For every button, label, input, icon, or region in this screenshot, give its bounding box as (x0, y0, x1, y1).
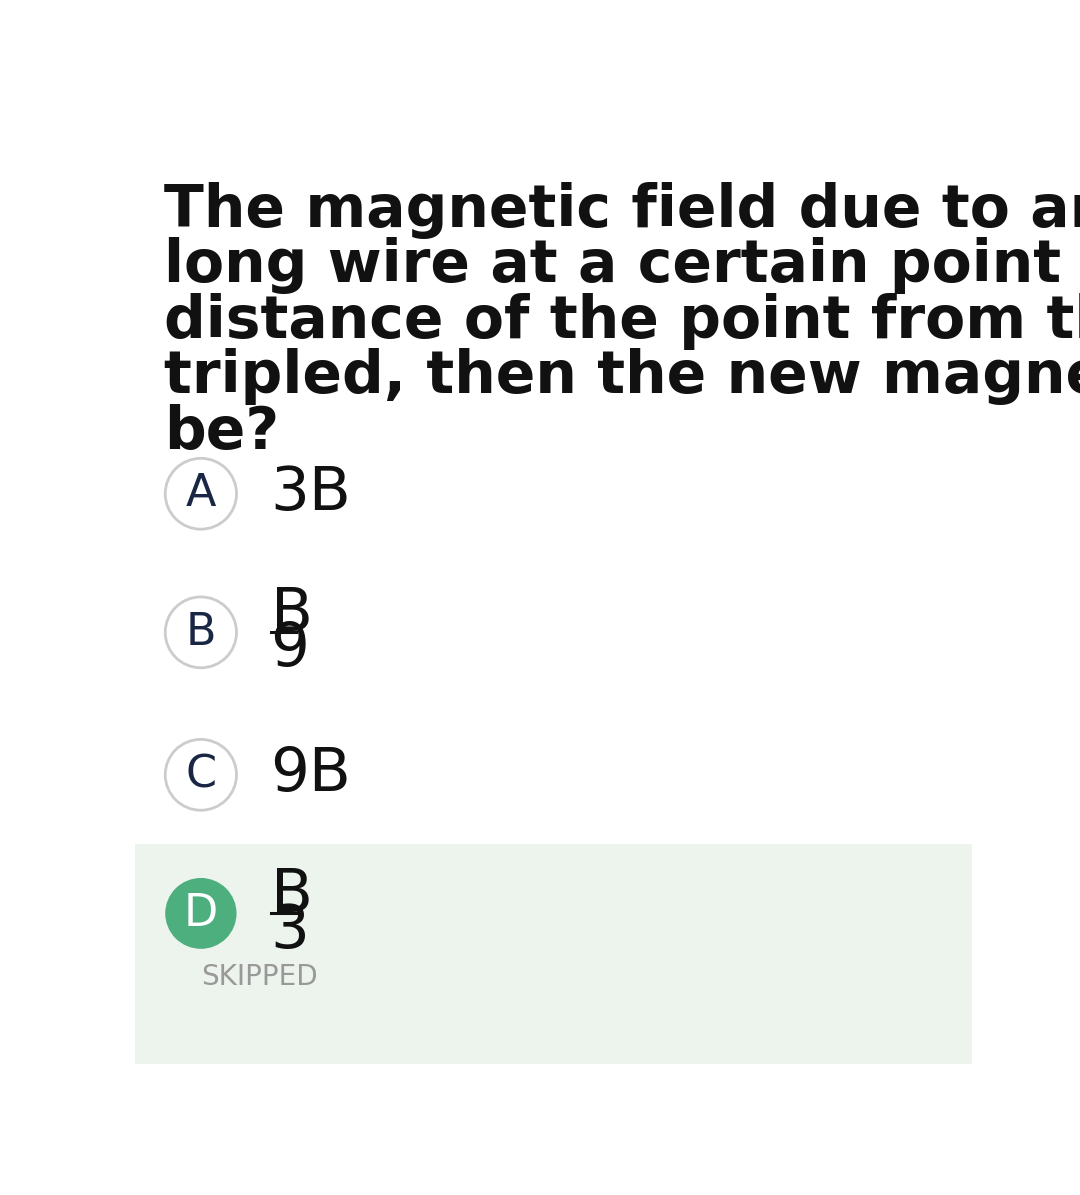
Text: 9: 9 (271, 620, 310, 680)
Text: D: D (184, 891, 218, 934)
Circle shape (165, 598, 237, 668)
Circle shape (165, 459, 237, 529)
Text: tripled, then the new magnetic field will: tripled, then the new magnetic field wil… (164, 348, 1080, 405)
Text: B: B (271, 866, 312, 925)
Text: distance of the point from the wire is: distance of the point from the wire is (164, 293, 1080, 350)
Text: 9B: 9B (271, 746, 351, 804)
Text: B: B (271, 586, 312, 644)
Text: 3: 3 (271, 901, 310, 961)
Bar (135, 844, 972, 1064)
Circle shape (165, 740, 237, 810)
Circle shape (165, 878, 237, 949)
Text: 3B: 3B (271, 464, 351, 523)
Text: A: A (186, 472, 216, 515)
Text: be?: be? (164, 404, 280, 460)
Text: SKIPPED: SKIPPED (201, 963, 318, 991)
Text: C: C (186, 753, 216, 796)
Text: B: B (186, 611, 216, 654)
Text: long wire at a certain point is ‘B’. If the: long wire at a certain point is ‘B’. If … (164, 238, 1080, 294)
Text: The magnetic field due to an infinitely: The magnetic field due to an infinitely (164, 182, 1080, 239)
